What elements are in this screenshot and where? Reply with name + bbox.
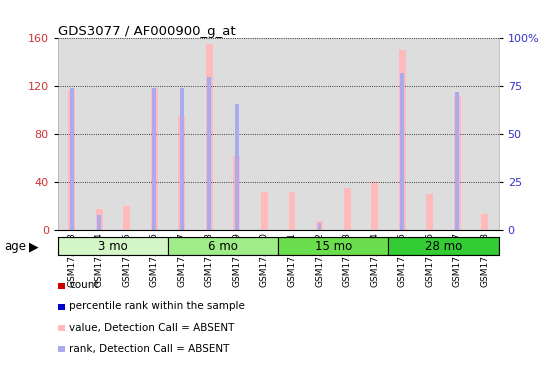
Bar xyxy=(333,38,361,230)
Bar xyxy=(289,192,295,230)
Bar xyxy=(344,189,350,230)
Bar xyxy=(179,116,185,230)
Bar xyxy=(471,38,499,230)
Bar xyxy=(206,45,213,230)
Bar xyxy=(70,88,73,230)
Bar xyxy=(261,192,268,230)
Bar xyxy=(426,194,433,230)
Bar xyxy=(361,38,388,230)
Bar xyxy=(235,104,239,230)
Bar xyxy=(68,90,75,230)
Bar xyxy=(153,88,156,230)
Bar xyxy=(251,38,278,230)
Bar xyxy=(168,237,278,255)
Bar xyxy=(234,156,240,230)
Text: count: count xyxy=(69,280,99,290)
Bar xyxy=(96,209,102,230)
Text: 6 mo: 6 mo xyxy=(208,240,238,253)
Text: 3 mo: 3 mo xyxy=(98,240,128,253)
Bar xyxy=(306,38,333,230)
Bar xyxy=(168,38,196,230)
Text: value, Detection Call = ABSENT: value, Detection Call = ABSENT xyxy=(69,323,234,333)
Bar xyxy=(456,92,459,230)
Bar xyxy=(416,38,444,230)
Bar xyxy=(58,38,85,230)
Text: GDS3077 / AF000900_g_at: GDS3077 / AF000900_g_at xyxy=(58,25,235,38)
Bar xyxy=(113,38,141,230)
Bar xyxy=(208,77,211,230)
Text: percentile rank within the sample: percentile rank within the sample xyxy=(69,301,245,311)
Text: rank, Detection Call = ABSENT: rank, Detection Call = ABSENT xyxy=(69,344,229,354)
Bar xyxy=(388,237,499,255)
Bar xyxy=(151,89,158,230)
Bar xyxy=(482,214,488,230)
Bar xyxy=(278,237,388,255)
Bar xyxy=(316,221,323,230)
Bar xyxy=(371,182,378,230)
Text: ▶: ▶ xyxy=(29,240,38,253)
Bar xyxy=(98,215,101,230)
Bar xyxy=(180,88,183,230)
Text: 15 mo: 15 mo xyxy=(315,240,352,253)
Bar xyxy=(399,50,406,230)
Bar xyxy=(388,38,416,230)
Bar xyxy=(85,38,113,230)
Bar xyxy=(278,38,306,230)
Bar xyxy=(401,73,404,230)
Bar xyxy=(123,207,130,230)
Bar xyxy=(444,38,471,230)
Bar xyxy=(141,38,168,230)
Bar xyxy=(58,237,168,255)
Bar xyxy=(454,96,461,230)
Bar xyxy=(318,223,321,230)
Bar xyxy=(223,38,251,230)
Bar xyxy=(196,38,223,230)
Text: age: age xyxy=(4,240,26,253)
Text: 28 mo: 28 mo xyxy=(425,240,462,253)
